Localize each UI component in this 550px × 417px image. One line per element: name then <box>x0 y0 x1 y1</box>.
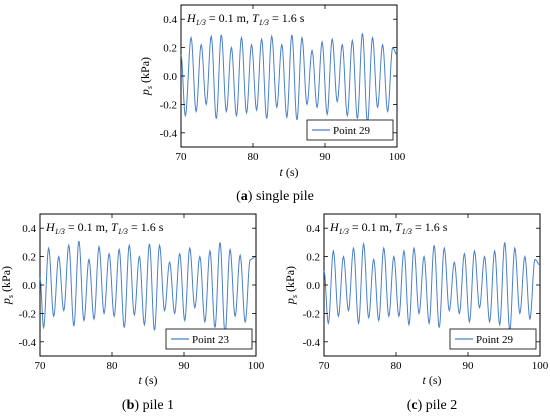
legend-label-b: Point 23 <box>192 334 229 346</box>
legend-box-a <box>306 119 394 141</box>
legend-c: Point 29 <box>449 328 537 350</box>
y-axis-label-a: ps (kPa) <box>138 57 154 96</box>
x-ticks-a: 70 80 90 100 <box>176 5 406 163</box>
x-tick-label: 90 <box>320 151 332 163</box>
x-tick-label: 100 <box>389 151 406 163</box>
y-tick-label: -0.4 <box>19 337 37 349</box>
annotation-b: H1/3 = 0.1 m, T1/3 = 1.6 s <box>45 220 164 236</box>
annotation-c: H1/3 = 0.1 m, T1/3 = 1.6 s <box>329 220 448 236</box>
y-tick-label: 0.4 <box>306 223 320 235</box>
y-axis-label-b: ps (kPa) <box>0 266 15 305</box>
legend-box-b <box>165 328 253 350</box>
legend-box-c <box>449 328 537 350</box>
y-tick-label: 0.0 <box>22 280 36 292</box>
x-tick-label: 90 <box>179 360 191 372</box>
y-tick-label: 0.0 <box>306 280 320 292</box>
series-line <box>39 240 257 334</box>
x-tick-label: 100 <box>248 360 265 372</box>
x-tick-label: 70 <box>35 360 47 372</box>
x-tick-label: 80 <box>391 360 403 372</box>
y-tick-label: -0.4 <box>303 337 321 349</box>
y-axis-label-c: ps (kPa) <box>283 266 299 305</box>
x-tick-label: 80 <box>248 151 260 163</box>
x-axis-label-a: t (s) <box>279 165 298 179</box>
y-ticks-a: -0.4 -0.2 0.0 0.2 0.4 <box>160 14 397 140</box>
x-ticks-c: 70 80 90 100 <box>319 214 549 372</box>
panel-a: -0.4 -0.2 0.0 0.2 0.4 70 80 90 100 H1/3 = 0.1 m… <box>138 4 406 204</box>
panel-c: -0.4 -0.2 0.0 0.2 0.4 70 80 90 100 H1/3 = 0.1 m… <box>283 213 549 413</box>
series-line-b <box>39 240 257 334</box>
caption-b: (b) pile 1 <box>122 398 174 413</box>
legend-label-a: Point 29 <box>333 125 370 137</box>
series-line-c <box>323 241 541 331</box>
y-tick-label: 0.4 <box>163 14 177 26</box>
panel-b: -0.4 -0.2 0.0 0.2 0.4 70 80 90 100 H1/3 = 0.1 m… <box>0 213 265 413</box>
x-tick-label: 90 <box>463 360 475 372</box>
y-tick-label: 0.0 <box>163 71 177 83</box>
legend-a: Point 29 <box>306 119 394 141</box>
x-axis-label-b: t (s) <box>138 373 157 387</box>
y-tick-label: 0.4 <box>22 223 36 235</box>
caption-c: (c) pile 2 <box>407 398 458 413</box>
legend-b: Point 23 <box>165 328 253 350</box>
y-tick-label: 0.2 <box>163 43 177 55</box>
y-tick-label: -0.4 <box>160 128 178 140</box>
x-tick-label: 70 <box>319 360 331 372</box>
y-tick-label: -0.2 <box>303 308 320 320</box>
annotation-a: H1/3 = 0.1 m, T1/3 = 1.6 s <box>186 11 305 27</box>
y-tick-label: -0.2 <box>19 308 36 320</box>
x-tick-label: 100 <box>532 360 549 372</box>
x-ticks-b: 70 80 90 100 <box>35 214 265 372</box>
y-ticks-b: -0.4 -0.2 0.0 0.2 0.4 <box>19 223 256 349</box>
series-line <box>180 33 398 123</box>
series-line <box>323 241 541 331</box>
x-axis-label-c: t (s) <box>422 373 441 387</box>
x-tick-label: 80 <box>107 360 119 372</box>
x-tick-label: 70 <box>176 151 188 163</box>
series-line-a <box>180 33 398 123</box>
y-tick-label: 0.2 <box>306 252 320 264</box>
legend-label-c: Point 29 <box>476 334 513 346</box>
y-tick-label: -0.2 <box>160 99 177 111</box>
caption-a: (a) single pile <box>236 189 314 204</box>
y-ticks-c: -0.4 -0.2 0.0 0.2 0.4 <box>303 223 540 349</box>
y-tick-label: 0.2 <box>22 252 36 264</box>
